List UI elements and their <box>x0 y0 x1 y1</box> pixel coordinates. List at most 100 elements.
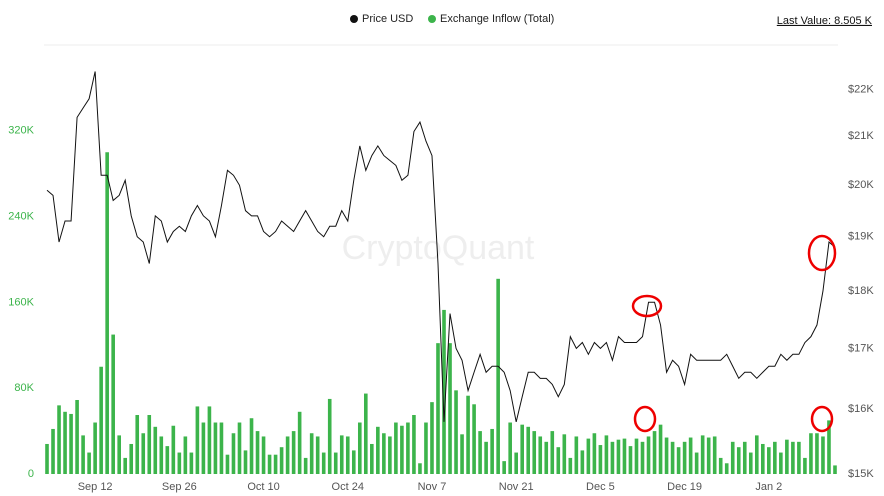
y-tick-label: 0 <box>28 468 34 480</box>
x-tick-label: Dec 19 <box>667 481 702 493</box>
bar <box>442 309 446 474</box>
bar <box>664 437 669 474</box>
bar <box>634 438 639 474</box>
bar <box>93 422 97 474</box>
bar <box>255 431 260 474</box>
bar <box>147 415 152 474</box>
y-tick-label: 240K <box>8 211 34 223</box>
y-tick-label: 160K <box>8 296 34 308</box>
bar <box>767 447 771 474</box>
bar <box>742 441 747 474</box>
bar <box>189 452 194 474</box>
bar <box>526 426 531 474</box>
bar <box>646 436 651 474</box>
bar <box>640 441 645 474</box>
bar <box>556 447 561 474</box>
bar <box>580 450 585 474</box>
bar <box>761 443 765 474</box>
y2-tick-label: $20K <box>848 179 874 191</box>
bar <box>231 433 236 474</box>
bar <box>406 422 410 474</box>
bar <box>821 436 825 474</box>
bar <box>460 434 464 474</box>
bar <box>508 422 512 474</box>
bar <box>75 399 79 474</box>
bar <box>730 441 735 474</box>
bar <box>351 450 356 474</box>
bar <box>357 422 362 474</box>
bar <box>249 418 254 474</box>
bar <box>574 436 579 474</box>
bar <box>129 443 134 474</box>
bar <box>724 463 729 474</box>
bar <box>51 428 55 474</box>
bar <box>159 436 164 474</box>
bar <box>773 441 777 474</box>
bar <box>63 411 67 474</box>
bar <box>706 437 711 474</box>
x-tick-label: Oct 24 <box>332 481 364 493</box>
bar <box>382 433 386 474</box>
bar <box>424 422 428 474</box>
bar <box>321 452 326 474</box>
bar <box>514 452 518 474</box>
bar <box>544 441 549 474</box>
x-tick-label: Jan 2 <box>755 481 782 493</box>
bar <box>598 445 603 474</box>
bar <box>779 452 783 474</box>
bar <box>183 436 188 474</box>
bar <box>694 452 699 474</box>
bar <box>785 439 789 474</box>
bar <box>267 454 272 474</box>
bar <box>712 436 717 474</box>
bar <box>700 435 705 474</box>
bar <box>430 402 434 474</box>
bar <box>496 278 500 474</box>
bar <box>827 420 831 474</box>
highlight-circle <box>631 294 663 318</box>
bar <box>201 422 206 474</box>
bar <box>225 454 230 474</box>
bar <box>297 411 302 474</box>
bar <box>195 406 200 474</box>
bar <box>568 457 573 474</box>
x-tick-label: Sep 12 <box>78 481 113 493</box>
bar <box>748 452 753 474</box>
bar <box>309 433 314 474</box>
y2-tick-label: $21K <box>848 130 874 142</box>
bar <box>243 450 248 474</box>
bar <box>538 436 543 474</box>
bar <box>616 439 621 474</box>
bar <box>303 457 308 474</box>
bar <box>370 443 374 474</box>
bar <box>658 424 663 474</box>
bar <box>448 343 452 474</box>
last-value[interactable]: Last Value: 8.505 K <box>777 15 873 27</box>
legend-swatch <box>350 15 358 23</box>
bar <box>604 435 609 474</box>
bar <box>562 434 567 474</box>
bar <box>81 435 85 474</box>
bar <box>520 424 525 474</box>
bar <box>213 422 218 474</box>
bar <box>400 425 404 474</box>
bar <box>670 441 675 474</box>
bar <box>99 366 103 474</box>
bar <box>285 436 290 474</box>
bar <box>117 435 121 474</box>
legend-label[interactable]: Price USD <box>362 13 413 25</box>
bar <box>364 393 368 474</box>
bar <box>219 422 224 474</box>
bar <box>797 441 801 474</box>
bar <box>141 433 146 474</box>
bar <box>135 415 140 474</box>
legend-label[interactable]: Exchange Inflow (Total) <box>440 13 554 25</box>
bar <box>177 452 182 474</box>
bar <box>418 463 422 474</box>
bar <box>345 436 350 474</box>
x-tick-label: Dec 5 <box>586 481 615 493</box>
bar <box>466 395 470 474</box>
bar <box>833 465 837 474</box>
bar <box>339 435 344 474</box>
highlight-circle <box>633 405 657 433</box>
